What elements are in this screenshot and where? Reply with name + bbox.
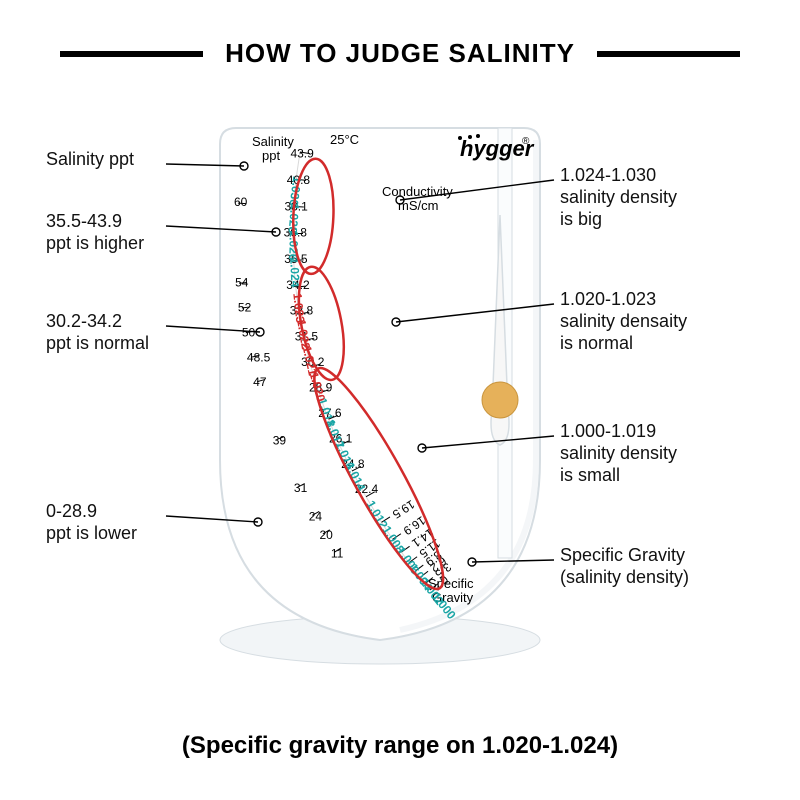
callout-text: is big: [560, 209, 602, 229]
callout-text: ppt is normal: [46, 333, 149, 353]
conductivity-value: 47: [253, 375, 267, 389]
label-conductivity: Conductivity: [382, 184, 453, 199]
label-temp: 25°C: [330, 132, 359, 147]
title-line-left: [60, 51, 203, 57]
callout-text: salinity density: [560, 187, 677, 207]
callout-text: 0-28.9: [46, 501, 97, 521]
conductivity-value: 11: [331, 547, 344, 561]
conductivity-value: 54: [235, 276, 249, 290]
salinity-value: 43.9: [290, 146, 314, 160]
conductivity-value: 48.5: [247, 350, 271, 364]
conductivity-value: 50: [242, 326, 256, 340]
callout-text: 30.2-34.2: [46, 311, 122, 331]
title-line-right: [597, 51, 740, 57]
page-title: HOW TO JUDGE SALINITY: [203, 38, 597, 69]
pointer-weight: [482, 382, 518, 418]
callout-text: is normal: [560, 333, 633, 353]
callout-text: ppt is lower: [46, 523, 137, 543]
title-row: HOW TO JUDGE SALINITY: [60, 38, 740, 69]
svg-text:®: ®: [522, 136, 530, 147]
diagram-stage: hygger®Salinityppt25°CConductivitymS/cmS…: [0, 100, 800, 680]
conductivity-value: 24: [309, 509, 323, 523]
conductivity-value: 39: [273, 433, 287, 447]
callout-text: 1.000-1.019: [560, 421, 656, 441]
callout-text: 35.5-43.9: [46, 211, 122, 231]
bottom-note: (Specific gravity range on 1.020-1.024): [0, 732, 800, 760]
callout-text: ppt is higher: [46, 233, 144, 253]
conductivity-value: 20: [319, 528, 333, 542]
conductivity-value: 31: [294, 481, 308, 495]
callout-text: Salinity ppt: [46, 149, 134, 169]
callout-text: is small: [560, 465, 620, 485]
callout-text: 1.024-1.030: [560, 165, 656, 185]
callout-text: salinity densaity: [560, 311, 687, 331]
conductivity-value: 52: [238, 301, 252, 315]
callout-text: Specific Gravity: [560, 545, 685, 565]
callout-text: 1.020-1.023: [560, 289, 656, 309]
label-salinity-ppt: Salinity: [252, 134, 294, 149]
diagram-svg: hygger®Salinityppt25°CConductivitymS/cmS…: [0, 100, 800, 680]
callout-text: salinity density: [560, 443, 677, 463]
svg-text:ppt: ppt: [262, 148, 280, 163]
callout-text: (salinity density): [560, 567, 689, 587]
conductivity-value: 60: [234, 195, 248, 209]
